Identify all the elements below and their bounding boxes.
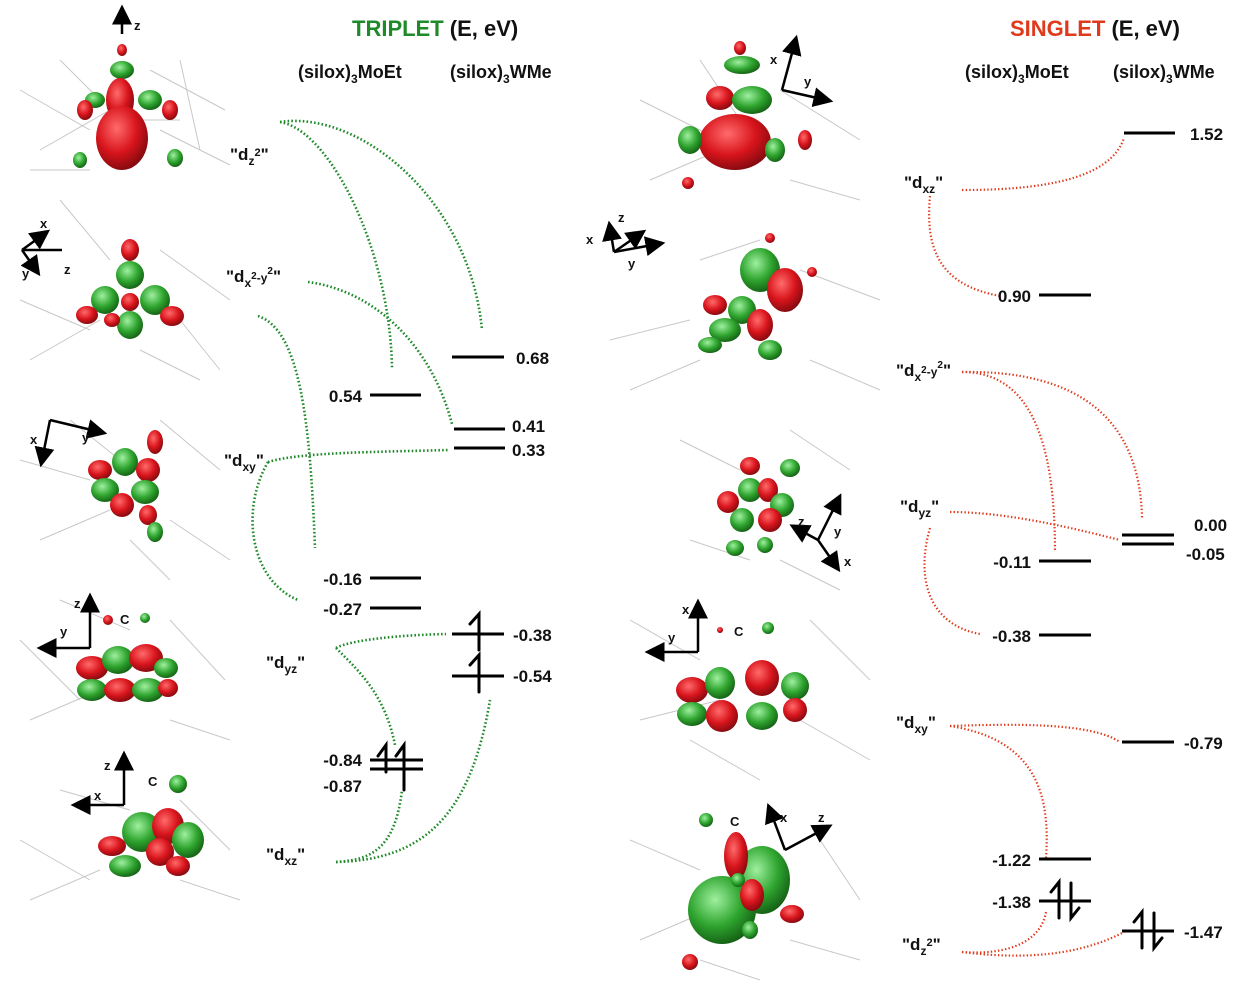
svg-text:x: x — [94, 788, 102, 803]
triplet-label-dxz: "dxz" — [266, 845, 305, 868]
svg-text:x: x — [844, 554, 852, 569]
triplet-orbital-image-dxy: x y — [19, 418, 231, 581]
triplet-connectors — [251, 119, 492, 864]
svg-text:y: y — [82, 430, 90, 445]
svg-text:y: y — [834, 524, 842, 539]
triplet-orbital-image-dx2y2: x y z — [19, 199, 231, 381]
singlet-mo-electron-pair — [1049, 877, 1081, 923]
svg-text:z: z — [618, 210, 625, 225]
svg-text:x: x — [780, 810, 788, 825]
svg-text:z: z — [134, 18, 141, 33]
svg-text:z: z — [818, 810, 825, 825]
singlet-orbital-image-3: y z x — [679, 429, 852, 591]
svg-text:y: y — [628, 256, 636, 271]
singlet-orbital-image-2: x z y — [586, 210, 881, 391]
svg-text:y: y — [804, 74, 812, 89]
triplet-mo-value-m087: -0.87 — [323, 777, 362, 796]
singlet-w-value-000: 0.00 — [1194, 516, 1227, 535]
svg-text:x: x — [770, 52, 778, 67]
singlet-col-w: (silox)3WMe — [1113, 62, 1215, 86]
singlet-w-value-m005: -0.05 — [1186, 545, 1225, 564]
triplet-orbital-image-dyz: z y C — [19, 592, 231, 741]
triplet-levels: 0.54 -0.16 -0.27 -0.84 -0.87 0.68 0.41 0… — [323, 349, 552, 796]
triplet-w-value-m054: -0.54 — [513, 667, 552, 686]
svg-text:x: x — [40, 216, 48, 231]
svg-text:z: z — [74, 596, 81, 611]
triplet-label-dx2y2: "dx2-y2" — [226, 266, 281, 290]
singlet-orbital-image-5: x z C — [629, 802, 861, 981]
singlet-orbital-image-4: x y C — [629, 598, 871, 781]
svg-text:y: y — [60, 624, 68, 639]
singlet-title: SINGLET — [1010, 16, 1106, 41]
svg-text:C: C — [120, 612, 130, 627]
triplet-mo-value-m084: -0.84 — [323, 751, 362, 770]
singlet-mo-value-090: 0.90 — [998, 287, 1031, 306]
singlet-label-dxy: "dxy" — [896, 713, 936, 736]
triplet-col-mo: (silox)3MoEt — [298, 62, 402, 86]
triplet-label-dyz: "dyz" — [266, 653, 305, 676]
svg-text:z: z — [104, 758, 111, 773]
singlet-mo-value-m138: -1.38 — [992, 893, 1031, 912]
singlet-w-value-152: 1.52 — [1190, 125, 1223, 144]
triplet-mo-value-m016: -0.16 — [323, 570, 362, 589]
triplet-w-electron-2 — [468, 651, 481, 694]
svg-text:x: x — [682, 602, 690, 617]
singlet-w-electron-up — [1132, 907, 1144, 950]
triplet-label-dxy: "dxy" — [224, 451, 264, 474]
singlet-mo-value-m038: -0.38 — [992, 627, 1031, 646]
singlet-w-electron-down — [1152, 911, 1164, 953]
singlet-col-mo: (silox)3MoEt — [965, 62, 1069, 86]
triplet-mo-electrons — [376, 740, 406, 792]
singlet-mo-value-m011: -0.11 — [993, 553, 1031, 572]
triplet-mo-value-m027: -0.27 — [323, 600, 362, 619]
svg-text:z: z — [798, 514, 805, 529]
singlet-title-group: SINGLET (E, eV) — [1010, 16, 1180, 41]
triplet-title: TRIPLET — [352, 16, 444, 41]
svg-text:C: C — [730, 814, 740, 829]
triplet-w-value-033: 0.33 — [512, 441, 545, 460]
singlet-label-dyz: "dyz" — [900, 497, 939, 520]
singlet-label-dz2: "dz2" — [902, 935, 941, 958]
singlet-title-suffix: (E, eV) — [1105, 16, 1180, 41]
triplet-w-value-068: 0.68 — [516, 349, 549, 368]
singlet-label-dx2y2: "dx2-y2" — [896, 360, 951, 384]
triplet-orbital-image-dz2: z — [19, 4, 231, 171]
svg-text:C: C — [148, 774, 158, 789]
triplet-w-value-041: 0.41 — [512, 417, 545, 436]
svg-text:C: C — [734, 624, 744, 639]
singlet-levels: 0.90 -0.11 -0.38 -1.22 -1.38 1.52 0.00 -… — [992, 125, 1227, 953]
triplet-label-dz2: "dz2" — [230, 145, 269, 168]
svg-text:z: z — [64, 262, 71, 277]
triplet-orbital-image-dxz: z x C — [19, 750, 241, 901]
triplet-w-value-m038: -0.38 — [513, 626, 552, 645]
triplet-mo-value-054: 0.54 — [329, 387, 363, 406]
singlet-orbital-image-1: x y — [639, 34, 861, 201]
singlet-mo-value-m122: -1.22 — [992, 851, 1031, 870]
svg-text:y: y — [22, 266, 30, 281]
singlet-w-value-m147: -1.47 — [1184, 923, 1223, 942]
triplet-w-electron-1 — [468, 610, 481, 652]
svg-text:x: x — [30, 432, 38, 447]
triplet-col-w: (silox)3WMe — [450, 62, 552, 86]
singlet-label-dxz: "dxz" — [904, 173, 943, 196]
svg-text:x: x — [586, 232, 594, 247]
triplet-title-suffix: (E, eV) — [444, 16, 519, 41]
triplet-title-group: TRIPLET (E, eV) — [352, 16, 518, 41]
svg-text:y: y — [668, 630, 676, 645]
singlet-connectors — [923, 137, 1144, 957]
singlet-w-value-m079: -0.79 — [1184, 734, 1223, 753]
